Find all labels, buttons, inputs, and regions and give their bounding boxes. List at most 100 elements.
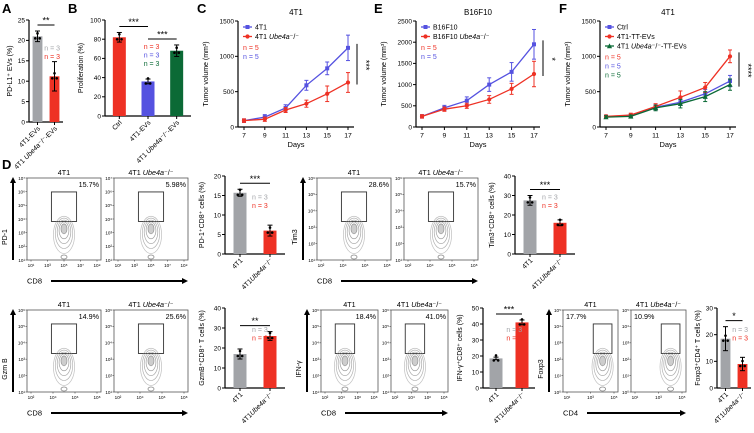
svg-text:Tumor volume (mm³): Tumor volume (mm³) (381, 41, 388, 106)
proliferation-bar-chart: 0 20 40 60 80 100 Proliferation (%) Ctrl 4T1-EVs… (74, 10, 194, 165)
svg-text:25: 25 (18, 17, 26, 24)
svg-text:10⁵: 10⁵ (105, 203, 112, 208)
svg-text:10¹: 10¹ (554, 373, 561, 378)
svg-text:1500: 1500 (398, 61, 413, 68)
svg-text:CD8: CD8 (317, 277, 332, 286)
svg-text:10⁹: 10⁹ (180, 263, 187, 268)
svg-text:*: * (732, 311, 736, 321)
svg-text:40: 40 (504, 173, 512, 180)
svg-text:10⁶: 10⁶ (424, 395, 431, 400)
svg-text:B16F10 Ube4a⁻/⁻: B16F10 Ube4a⁻/⁻ (433, 34, 490, 41)
svg-text:1000: 1000 (220, 54, 235, 61)
svg-text:9: 9 (263, 133, 267, 140)
svg-text:10²: 10² (28, 395, 35, 400)
svg-text:10³: 10³ (18, 230, 25, 235)
svg-text:10²: 10² (395, 241, 402, 246)
svg-text:80: 80 (94, 37, 102, 44)
svg-text:10⁸: 10⁸ (383, 263, 390, 268)
svg-text:n = 3: n = 3 (252, 194, 268, 201)
svg-text:Ctrl: Ctrl (111, 119, 124, 132)
svg-text:10³: 10³ (382, 357, 389, 362)
svg-text:**: ** (42, 16, 50, 26)
svg-text:2500: 2500 (398, 18, 413, 25)
svg-text:500: 500 (585, 89, 596, 96)
svg-text:0: 0 (21, 119, 25, 126)
svg-text:10⁵: 10⁵ (18, 203, 25, 208)
svg-text:10²: 10² (405, 263, 412, 268)
svg-text:17.7%: 17.7% (566, 312, 587, 321)
panel-d-label: D (2, 157, 12, 172)
svg-text:10¹: 10¹ (622, 373, 629, 378)
svg-text:10.9%: 10.9% (634, 312, 655, 321)
svg-text:10⁶: 10⁶ (308, 176, 315, 181)
svg-text:4T1Ube4a⁻/⁻: 4T1Ube4a⁻/⁻ (713, 391, 747, 425)
svg-text:10⁵: 10⁵ (382, 324, 389, 329)
svg-text:4T1: 4T1 (231, 391, 244, 404)
svg-text:10²: 10² (322, 395, 329, 400)
tumor-volume-b16f10-line-chart: B16F10 0 500 1000 1500 2000 2500 Tumor volume (… (378, 8, 557, 154)
svg-text:n = 3: n = 3 (732, 336, 748, 343)
panel-c-label: C (197, 1, 207, 16)
svg-text:10⁸: 10⁸ (370, 395, 377, 400)
svg-text:10²: 10² (622, 357, 629, 362)
svg-text:20: 20 (472, 353, 480, 360)
svg-text:n = 3: n = 3 (144, 44, 160, 51)
svg-text:10²: 10² (18, 373, 25, 378)
svg-text:***: *** (540, 180, 551, 190)
svg-text:10²: 10² (554, 357, 561, 362)
svg-text:13: 13 (485, 133, 493, 140)
svg-text:***: *** (157, 29, 168, 39)
svg-text:4T1: 4T1 (231, 257, 244, 270)
svg-text:Foxp3⁺CD4⁺ T cells (%): Foxp3⁺CD4⁺ T cells (%) (695, 310, 702, 386)
svg-text:10³: 10³ (312, 357, 319, 362)
svg-text:10³: 10³ (105, 357, 112, 362)
panel-f-label: F (559, 1, 567, 16)
svg-text:10¹: 10¹ (105, 258, 112, 263)
svg-text:4T1 Ube4a⁻/⁻-TT-EVs: 4T1 Ube4a⁻/⁻-TT-EVs (617, 44, 687, 51)
svg-text:100: 100 (90, 17, 101, 24)
svg-text:10⁵: 10⁵ (60, 263, 67, 268)
svg-text:***: *** (504, 305, 515, 315)
svg-text:10³: 10³ (655, 395, 662, 400)
svg-text:0: 0 (217, 251, 221, 258)
svg-text:4T1 Ube4a⁻/⁻: 4T1 Ube4a⁻/⁻ (128, 168, 173, 177)
svg-text:10⁶: 10⁶ (105, 189, 112, 194)
svg-text:10²: 10² (312, 373, 319, 378)
svg-text:Tim3⁺CD8⁺ cells (%): Tim3⁺CD8⁺ cells (%) (489, 182, 496, 247)
svg-text:10⁰: 10⁰ (622, 390, 629, 395)
svg-text:1000: 1000 (398, 82, 413, 89)
gzmb-cd8-bar-chart: 0 10 20 30 40 GzmB⁺CD8⁺ T cells (%) 4T1 4T1Ube4… (196, 298, 288, 425)
svg-text:4T1: 4T1 (521, 257, 534, 270)
svg-text:18.4%: 18.4% (356, 312, 377, 321)
tumor-volume-4t1-line-chart: 4T1 0 500 1000 1500 Tumor volume (mm³) 7 9 11 13 1… (200, 8, 371, 154)
svg-text:0: 0 (709, 385, 713, 392)
svg-text:PD-1: PD-1 (2, 229, 9, 245)
chart-svg-D1: 0 5 10 15 20 PD-1⁺CD8⁺ cells (%) 4T14T1Ube4a⁻/… (199, 173, 285, 291)
svg-text:B16F10: B16F10 (464, 8, 493, 17)
svg-text:0: 0 (475, 385, 479, 392)
svg-text:CD8: CD8 (27, 277, 42, 286)
svg-text:4T1: 4T1 (58, 300, 70, 309)
svg-text:n = 3: n = 3 (252, 336, 268, 343)
svg-text:9: 9 (629, 133, 633, 140)
svg-text:10⁶: 10⁶ (18, 189, 25, 194)
svg-text:10⁵: 10⁵ (308, 192, 315, 197)
svg-text:13: 13 (677, 133, 685, 140)
svg-text:10⁹: 10⁹ (93, 263, 100, 268)
svg-text:15: 15 (508, 133, 516, 140)
svg-text:10⁵: 10⁵ (395, 192, 402, 197)
svg-text:10⁴: 10⁴ (105, 341, 112, 346)
svg-text:10¹: 10¹ (564, 395, 571, 400)
svg-text:7: 7 (242, 133, 246, 140)
svg-text:20: 20 (214, 345, 222, 352)
svg-text:Proliferation (%): Proliferation (%) (78, 43, 85, 93)
svg-text:10⁷: 10⁷ (105, 176, 112, 181)
svg-text:10: 10 (472, 369, 480, 376)
svg-text:10⁴: 10⁴ (105, 217, 112, 222)
svg-text:11: 11 (463, 133, 470, 140)
svg-text:10⁸: 10⁸ (180, 395, 187, 400)
svg-text:n = 3: n = 3 (44, 46, 60, 53)
svg-text:CD4: CD4 (563, 409, 578, 418)
svg-text:10³: 10³ (622, 341, 629, 346)
